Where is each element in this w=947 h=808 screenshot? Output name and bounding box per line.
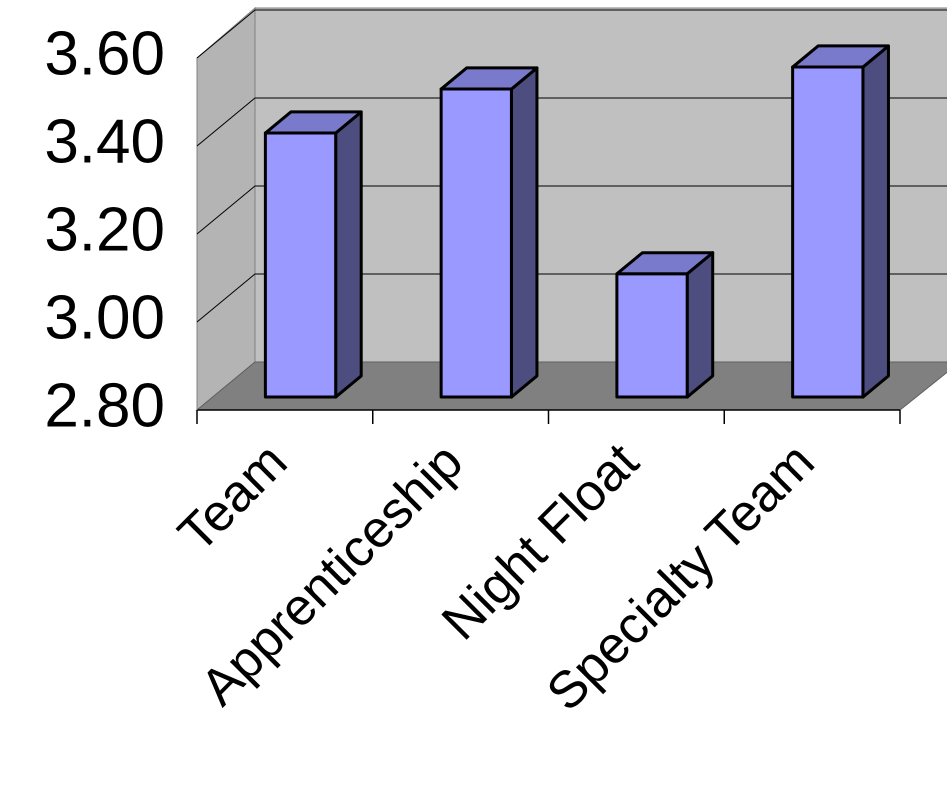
bar-front [439, 87, 513, 399]
grid-line [196, 185, 947, 235]
y-tick-label: 3.60 [44, 19, 165, 88]
grid-line [196, 9, 947, 59]
bar-side [861, 44, 890, 399]
y-tick-label: 3.20 [44, 195, 165, 264]
bar-front [263, 131, 338, 399]
bar-side [685, 251, 715, 399]
bar-front [615, 272, 689, 399]
grid-line [196, 273, 947, 323]
bar-side [509, 66, 539, 399]
bar-side [334, 110, 363, 399]
grid-line [196, 97, 947, 147]
y-tick-label: 2.80 [44, 371, 165, 440]
side-wall [196, 6, 256, 412]
bar [615, 251, 715, 399]
x-tick-label: Team [167, 432, 298, 563]
bar [439, 66, 539, 399]
y-tick-label: 3.00 [44, 283, 165, 352]
y-tick-label: 3.40 [44, 107, 165, 176]
bar [791, 44, 890, 399]
bar-front [791, 65, 865, 399]
bar [263, 110, 363, 399]
